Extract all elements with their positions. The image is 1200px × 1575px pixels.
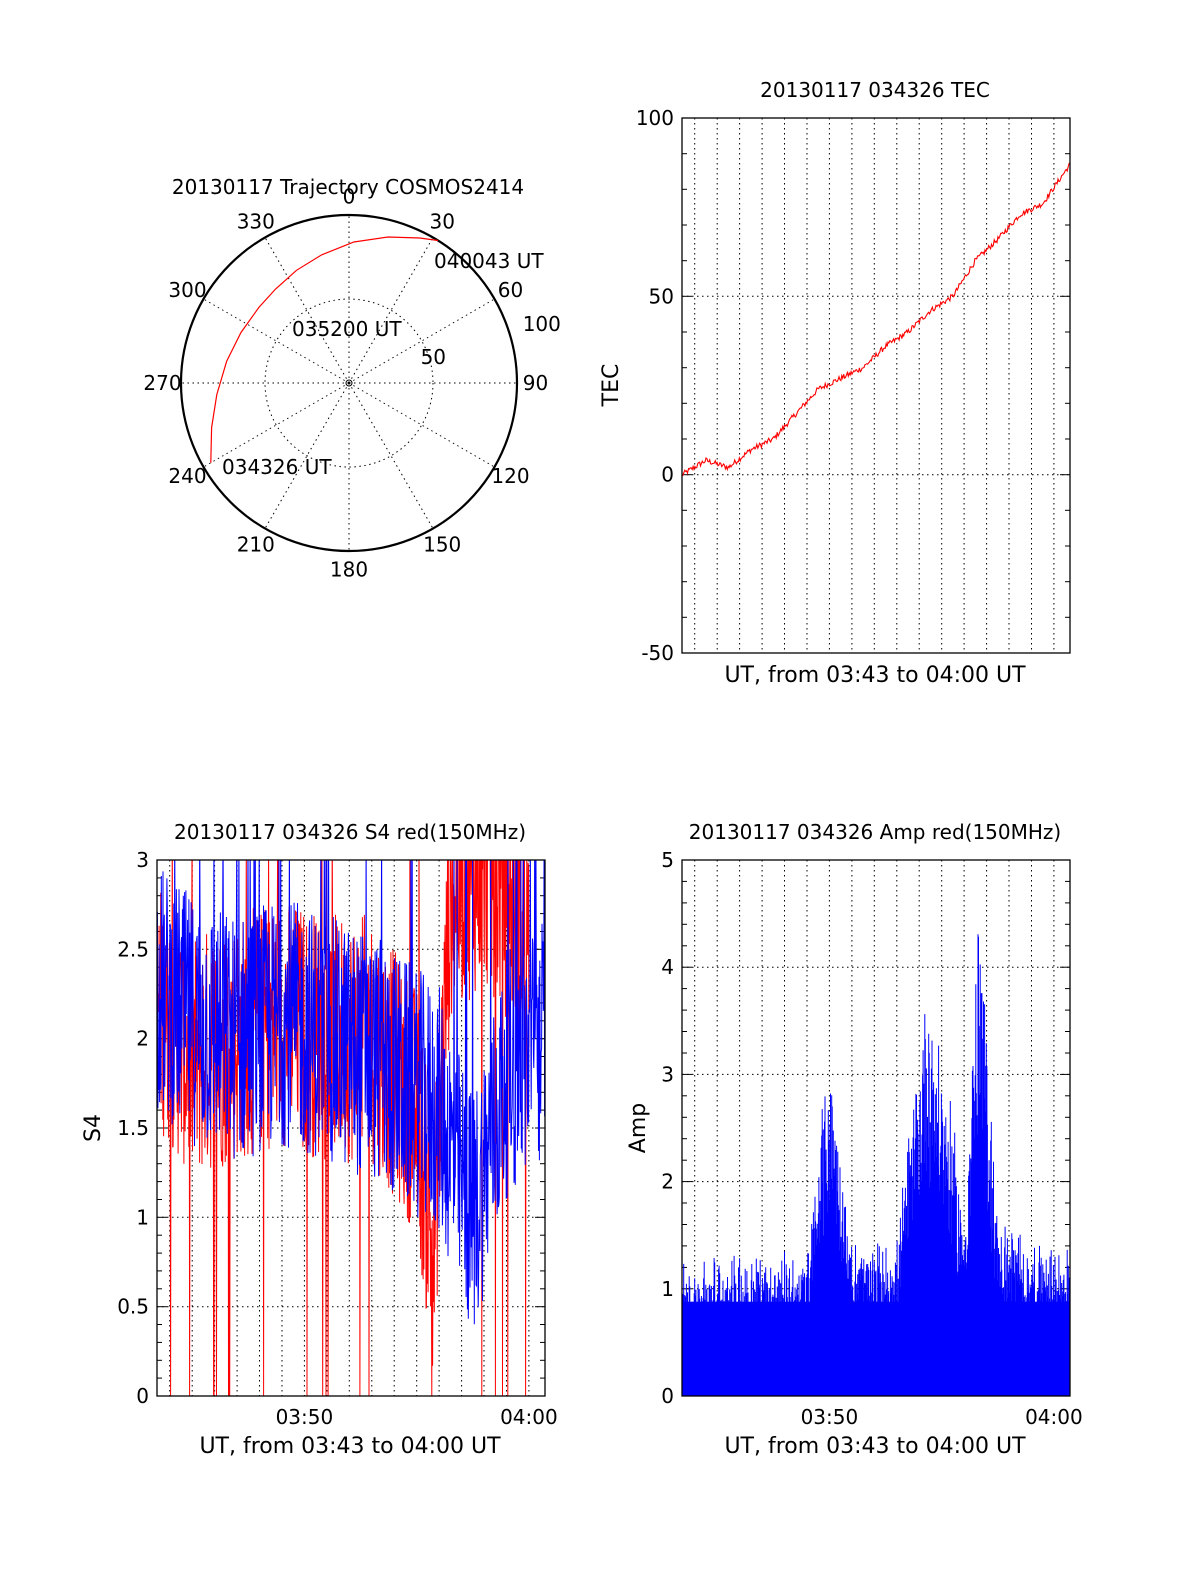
azimuth-label: 210 [237,533,275,557]
y-tick-label: 1 [661,1277,674,1301]
y-tick-label: 5 [661,848,674,872]
y-tick-label: 100 [636,106,674,130]
trajectory-annotation: 034326 UT [222,455,332,479]
y-tick-label: 0 [661,463,674,487]
amp-panel: 20130117 034326 Amp red(150MHz) UT, from… [626,820,1083,1459]
polar-spoke [203,298,350,384]
polar-ring-50 [264,298,434,468]
y-tick-label: 2 [661,1170,674,1194]
azimuth-label: 90 [523,371,548,395]
azimuth-label: 0 [343,185,356,209]
trajectory-line [210,236,439,463]
tec-title: 20130117 034326 TEC [760,78,990,102]
y-tick-label: 2 [136,1027,149,1051]
y-tick-label: 0 [661,1384,674,1408]
y-tick-label: 4 [661,955,674,979]
azimuth-label: 60 [498,278,523,302]
polar-spoke [348,382,434,529]
azimuth-label: 300 [168,278,206,302]
y-tick-label: 0 [136,1384,149,1408]
y-tick-label: 1.5 [117,1116,149,1140]
s4-plot-area [157,860,545,1396]
polar-title: 20130117 Trajectory COSMOS2414 [172,175,524,199]
x-tick-label: 04:00 [1025,1405,1083,1429]
polar-spoke [264,237,350,384]
s4-plot-frame [156,859,546,1397]
x-tick-label: 03:50 [801,1405,859,1429]
x-tick-label: 03:50 [276,1405,334,1429]
y-tick-label: 2.5 [117,937,149,961]
polar-spoke [348,382,495,468]
azimuth-label: 180 [330,558,368,582]
s4-blue-series [157,860,545,1325]
polar-outer-ring [179,213,519,553]
polar-spoke [203,382,350,468]
tec-ylabel: TEC [599,364,624,408]
amp-series-bars [681,934,1071,1396]
amp-plot-frame [681,859,1071,1397]
y-tick-label: 1 [136,1205,149,1229]
tec-series-line [681,162,1071,477]
polar-spoke [264,382,350,529]
s4-panel: 20130117 034326 S4 red(150MHz) UT, from … [81,820,558,1459]
polar-trajectory-panel: 20130117 Trajectory COSMOS2414 0 30 60 90 12… [143,175,560,582]
radial-label: 50 [421,345,446,369]
trajectory-annotation: 035200 UT [292,317,402,341]
tec-panel: 20130117 034326 TEC UT, from 03:43 to 04… [599,78,1071,688]
amp-xlabel: UT, from 03:43 to 04:00 UT [724,1434,1026,1459]
polar-center [345,379,353,387]
x-tick-label: 04:00 [500,1405,558,1429]
trajectory-annotation: 040043 UT [434,249,544,273]
s4-title: 20130117 034326 S4 red(150MHz) [174,820,526,844]
y-tick-label: 0.5 [117,1295,149,1319]
azimuth-label: 30 [429,210,454,234]
polar-spoke [348,237,434,384]
tec-plot-frame [681,117,1071,654]
y-tick-label: 50 [649,284,674,308]
radial-label: 100 [523,312,561,336]
s4-ylabel: S4 [81,1114,106,1142]
azimuth-label: 240 [168,464,206,488]
y-tick-label: 3 [136,848,149,872]
azimuth-label: 270 [143,371,181,395]
y-tick-label: 3 [661,1062,674,1086]
tec-xlabel: UT, from 03:43 to 04:00 UT [724,663,1026,688]
amp-ylabel: Amp [626,1103,651,1153]
s4-xlabel: UT, from 03:43 to 04:00 UT [199,1434,501,1459]
azimuth-label: 330 [237,210,275,234]
polar-spoke [348,298,495,384]
azimuth-label: 120 [491,464,529,488]
y-tick-label: -50 [641,641,674,665]
azimuth-label: 150 [423,533,461,557]
amp-title: 20130117 034326 Amp red(150MHz) [689,820,1061,844]
